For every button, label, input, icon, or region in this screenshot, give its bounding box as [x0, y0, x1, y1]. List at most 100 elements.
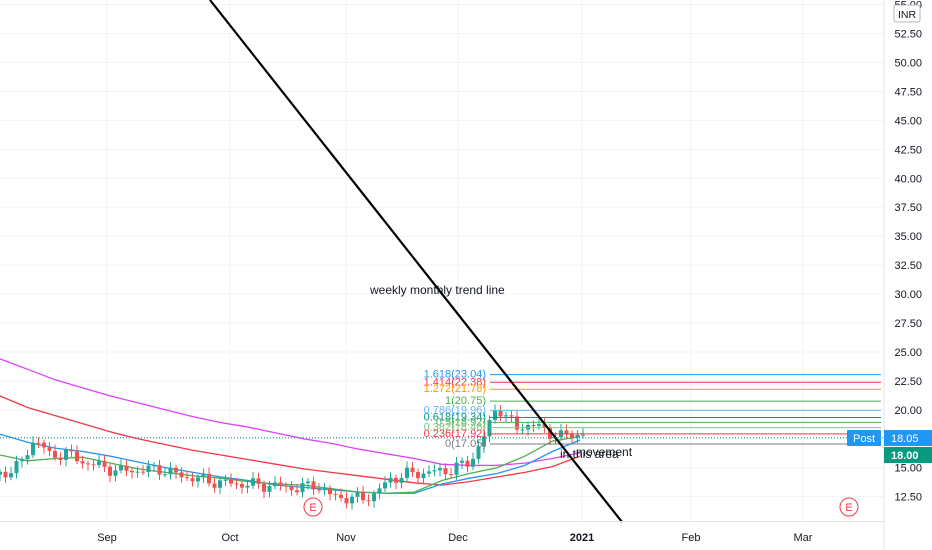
candle-body: [515, 416, 519, 430]
candle-body: [174, 467, 178, 473]
candle-body: [465, 460, 470, 467]
x-tick-label: 2021: [570, 532, 594, 544]
candle-body: [366, 500, 371, 502]
candle-body: [476, 446, 481, 459]
current-price-tag: 18.05: [884, 430, 932, 446]
moving-averages: [0, 358, 581, 494]
fib-level-label: 0.236(17.92): [424, 428, 486, 440]
candle-body: [223, 479, 228, 481]
y-tick-label: 12.50: [894, 492, 922, 504]
y-tick-label: 50.00: [894, 58, 922, 70]
candle-body: [520, 429, 525, 431]
y-tick-label: 20.00: [894, 405, 922, 417]
moving-average-line: [0, 358, 581, 467]
earnings-marker-oct-label: E: [309, 502, 316, 514]
y-tick-label: 42.50: [894, 144, 922, 156]
candle-body: [168, 467, 173, 475]
fib-level-label: 1.272(21.78): [424, 383, 486, 395]
candle-body: [146, 465, 151, 473]
x-tick-label: Dec: [448, 532, 468, 544]
x-tick-label: Nov: [336, 532, 356, 544]
candle-body: [427, 471, 431, 474]
candle-body: [295, 490, 299, 493]
candle-body: [256, 478, 261, 484]
candle-body: [130, 470, 134, 473]
price-axis[interactable]: 12.5015.0017.5020.0022.5025.0027.5030.00…: [894, 0, 922, 504]
candle-body: [333, 494, 338, 496]
candle-body: [487, 420, 492, 437]
candle-body: [531, 425, 536, 427]
fib-level-label: 1.618(23.04): [424, 369, 486, 381]
candle-body: [141, 471, 145, 473]
y-tick-label: 22.50: [894, 376, 922, 388]
x-tick-label: Oct: [221, 532, 238, 544]
candle-body: [47, 447, 52, 451]
candle-body: [190, 478, 195, 482]
candle-body: [201, 473, 206, 478]
candle-body: [102, 461, 107, 467]
earnings-marker-mar-label: E: [845, 502, 852, 514]
candle-body: [377, 488, 382, 494]
candle-body: [157, 465, 162, 475]
y-tick-label: 47.50: [894, 86, 922, 98]
candle-body: [152, 465, 156, 467]
candle-body: [91, 464, 96, 466]
candle-body: [69, 449, 74, 452]
y-tick-label: 32.50: [894, 260, 922, 272]
moving-average-line: [0, 395, 581, 486]
candle-body: [25, 455, 30, 460]
currency-label: INR: [898, 9, 917, 21]
fib-level-label: 0.5(18.92): [436, 416, 486, 428]
candle-body: [471, 458, 475, 467]
candle-body: [278, 482, 283, 486]
candle-body: [438, 468, 442, 471]
last-close-tag: 18.00: [884, 447, 932, 463]
candle-body: [504, 415, 508, 417]
time-axis[interactable]: Sep Oct Nov Dec 2021 Feb Mar: [97, 532, 813, 544]
price-badge-post: Post: [847, 430, 881, 446]
candle-body: [185, 477, 189, 479]
candle-body: [267, 486, 272, 492]
candle-body: [113, 470, 118, 476]
candle-body: [509, 415, 514, 417]
annotation-movement: movement: [576, 445, 633, 459]
candle-body: [207, 473, 211, 484]
candle-body: [289, 486, 294, 491]
candle-body: [218, 480, 222, 488]
candle-body: [537, 424, 541, 426]
candle-body: [361, 492, 365, 501]
candle-body: [372, 493, 376, 502]
earnings-marker-oct[interactable]: E: [303, 497, 323, 517]
currency-badge[interactable]: INR: [893, 4, 921, 23]
fibonacci-extension: 1.618(23.04)1.414(22.38)1.272(21.78)1(20…: [424, 369, 881, 450]
candle-body: [58, 457, 63, 460]
fib-level-label: 0.382(18.46): [424, 422, 486, 434]
candle-body: [394, 477, 398, 483]
y-tick-label: 40.00: [894, 173, 922, 185]
candle-body: [163, 474, 167, 476]
fib-level-label: 1.414(22.38): [424, 376, 486, 388]
candle-body: [262, 483, 266, 492]
candle-body: [300, 483, 305, 493]
candle-body: [311, 481, 316, 490]
candle-body: [421, 473, 426, 479]
y-tick-label: 30.00: [894, 289, 922, 301]
candle-body: [399, 478, 404, 483]
candle-body: [42, 442, 46, 448]
candle-body: [405, 467, 409, 479]
candle-body: [20, 459, 24, 462]
candle-body: [339, 494, 343, 499]
y-tick-label: 35.00: [894, 231, 922, 243]
candle-body: [64, 449, 68, 460]
candle-body: [31, 442, 35, 456]
x-tick-label: Mar: [794, 532, 813, 544]
candle-body: [570, 434, 574, 438]
candle-body: [240, 483, 244, 488]
candle-body: [454, 462, 459, 475]
candle-body: [3, 471, 8, 478]
earnings-marker-mar[interactable]: E: [839, 497, 859, 517]
candle-body: [108, 466, 112, 476]
last-close-value: 18.00: [891, 450, 919, 462]
candle-body: [388, 477, 393, 483]
